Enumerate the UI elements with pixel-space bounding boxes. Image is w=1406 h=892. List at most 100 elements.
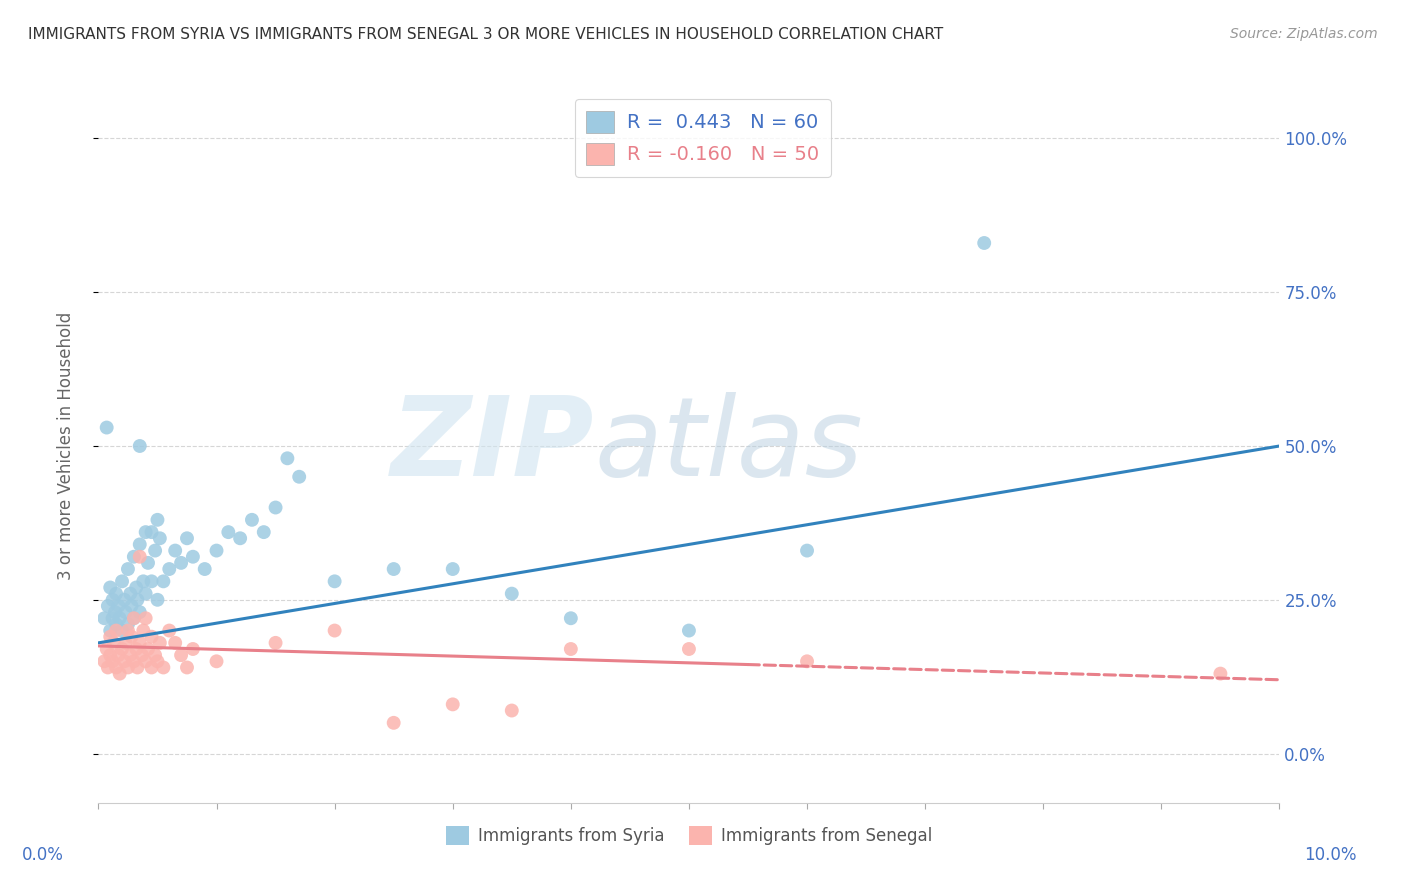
Point [1209,666,1232,681]
Point [112,654,135,668]
Point [114,636,136,650]
Point [323,624,346,638]
Point [117,617,139,632]
Point [108,611,131,625]
Point [276,451,298,466]
Point [105,660,128,674]
Point [93,654,115,668]
Point [105,587,128,601]
Y-axis label: 3 or more Vehicles in Household: 3 or more Vehicles in Household [56,312,75,580]
Point [121,599,143,613]
Point [97,660,120,674]
Point [560,611,582,625]
Point [143,543,166,558]
Point [132,574,155,589]
Point [181,642,204,657]
Point [149,531,172,545]
Point [176,531,198,545]
Point [111,624,134,638]
Text: 10.0%: 10.0% [1303,846,1357,863]
Point [101,611,124,625]
Text: atlas: atlas [595,392,863,500]
Point [93,611,115,625]
Point [96,642,118,657]
Point [194,562,217,576]
Text: 0.0%: 0.0% [21,846,63,863]
Point [264,500,287,515]
Point [176,660,198,674]
Text: IMMIGRANTS FROM SYRIA VS IMMIGRANTS FROM SENEGAL 3 OR MORE VEHICLES IN HOUSEHOLD: IMMIGRANTS FROM SYRIA VS IMMIGRANTS FROM… [28,27,943,42]
Point [157,624,180,638]
Point [146,592,169,607]
Point [678,624,700,638]
Point [128,549,150,564]
Point [104,605,127,619]
Point [101,654,124,668]
Point [122,611,145,625]
Point [132,624,155,638]
Point [122,549,145,564]
Point [141,525,163,540]
Point [264,636,287,650]
Point [136,642,159,657]
Point [796,654,818,668]
Point [678,642,700,657]
Point [136,556,159,570]
Point [128,439,150,453]
Point [973,235,995,250]
Point [157,562,180,576]
Point [128,636,150,650]
Point [146,654,169,668]
Point [170,648,193,662]
Point [441,698,464,712]
Point [98,630,121,644]
Point [229,531,252,545]
Point [149,636,172,650]
Point [131,648,153,662]
Point [128,537,150,551]
Point [217,525,239,540]
Point [125,581,148,595]
Point [122,611,145,625]
Point [128,605,150,619]
Point [101,592,124,607]
Point [120,648,142,662]
Point [152,660,174,674]
Point [98,648,121,662]
Point [205,654,228,668]
Point [114,605,136,619]
Point [122,654,145,668]
Point [165,636,187,650]
Point [170,556,193,570]
Point [152,574,174,589]
Point [96,420,118,434]
Point [135,525,157,540]
Point [143,648,166,662]
Point [127,660,149,674]
Point [240,513,263,527]
Point [165,543,187,558]
Point [107,599,129,613]
Point [111,642,134,657]
Point [323,574,346,589]
Point [501,587,523,601]
Point [111,574,134,589]
Point [112,592,135,607]
Point [141,630,163,644]
Point [127,592,149,607]
Point [108,666,131,681]
Text: Source: ZipAtlas.com: Source: ZipAtlas.com [1230,27,1378,41]
Point [98,581,121,595]
Point [146,513,169,527]
Point [125,642,148,657]
Point [135,654,157,668]
Point [103,636,125,650]
Point [441,562,464,576]
Point [560,642,582,657]
Point [382,715,405,730]
Point [98,624,121,638]
Point [117,660,139,674]
Point [105,617,128,632]
Point [382,562,405,576]
Point [141,660,163,674]
